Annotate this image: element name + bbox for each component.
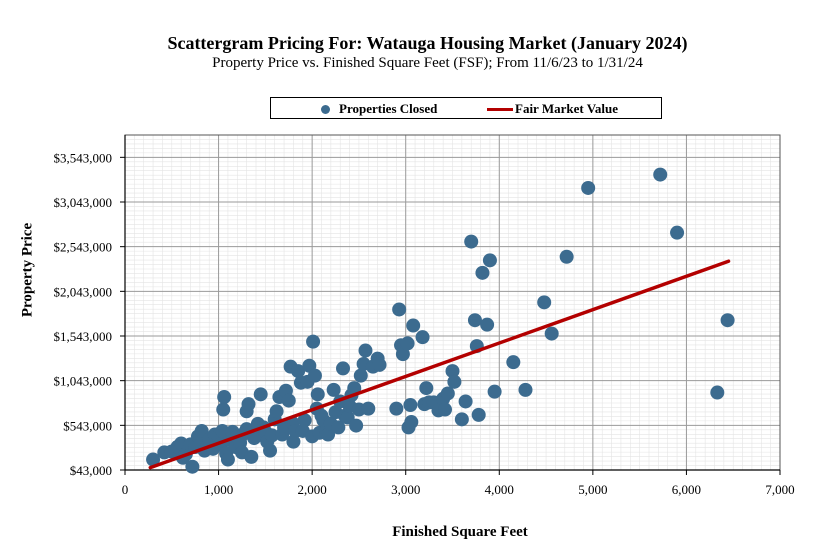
data-point — [559, 249, 574, 264]
y-tick-label: $3,543,000 — [54, 150, 113, 165]
y-axis-label: Property Price — [19, 222, 36, 318]
data-point — [310, 387, 325, 402]
legend-item-fair-market-value: Fair Market Value — [487, 101, 618, 117]
data-point — [395, 347, 410, 362]
y-tick-label: $2,043,000 — [54, 284, 113, 299]
data-point — [404, 415, 419, 430]
data-point — [389, 401, 404, 416]
data-point — [392, 302, 407, 317]
data-point — [415, 330, 430, 345]
data-point — [269, 404, 284, 419]
data-point — [710, 385, 725, 400]
x-tick-label: 5,000 — [578, 482, 607, 497]
legend-marker-dot-icon — [321, 104, 330, 114]
data-point — [216, 402, 231, 417]
data-point — [336, 361, 351, 376]
data-point — [146, 452, 161, 467]
plot-axes — [124, 134, 781, 471]
data-point — [438, 402, 453, 417]
data-point — [482, 253, 497, 268]
y-tick-label: $3,043,000 — [54, 195, 113, 210]
legend: Properties Closed Fair Market Value — [270, 97, 662, 119]
data-point — [286, 434, 301, 449]
x-tick-label: 4,000 — [485, 482, 514, 497]
data-point — [400, 336, 415, 351]
x-axis-label: Finished Square Feet — [392, 524, 528, 540]
data-point — [445, 364, 460, 379]
legend-label-fair-market-value: Fair Market Value — [515, 101, 619, 116]
data-point — [581, 180, 596, 195]
x-tick-label: 2,000 — [298, 482, 327, 497]
data-point — [220, 452, 235, 467]
legend-label-properties-closed: Properties Closed — [339, 101, 438, 116]
data-point — [306, 334, 321, 349]
y-tick-label: $2,543,000 — [54, 240, 113, 255]
data-point — [487, 384, 502, 399]
data-point — [544, 326, 559, 341]
data-point — [403, 398, 418, 413]
data-point — [307, 368, 322, 383]
data-point — [480, 317, 495, 332]
data-point — [353, 368, 368, 383]
data-point — [475, 265, 490, 280]
fair-market-value-line-segment — [148, 259, 731, 470]
data-point — [185, 459, 200, 474]
data-point — [653, 167, 668, 182]
data-point — [471, 407, 486, 422]
data-point — [281, 393, 296, 408]
data-point — [253, 387, 268, 402]
y-tick-label: $1,543,000 — [54, 329, 113, 344]
data-points — [146, 167, 735, 474]
data-point — [464, 234, 479, 249]
data-point — [361, 401, 376, 416]
data-point — [518, 382, 533, 397]
data-point — [458, 394, 473, 409]
data-point — [263, 443, 278, 458]
plot-grid — [124, 134, 781, 471]
data-point — [419, 381, 434, 396]
data-point — [244, 449, 259, 464]
data-point — [264, 428, 279, 443]
data-point — [241, 397, 256, 412]
data-point — [440, 386, 455, 401]
data-point — [217, 390, 232, 405]
y-tick-label: $543,000 — [63, 418, 112, 433]
data-point — [506, 355, 521, 370]
fair-market-value-line — [148, 259, 731, 470]
x-tick-label: 0 — [122, 482, 129, 497]
chart-title: Scattergram Pricing For: Watauga Housing… — [167, 33, 688, 53]
x-tick-label: 7,000 — [765, 482, 794, 497]
data-point — [321, 427, 336, 442]
data-point — [358, 343, 373, 358]
x-tick-label: 3,000 — [391, 482, 420, 497]
data-point — [349, 418, 364, 433]
y-tick-label: $1,043,000 — [54, 374, 113, 389]
data-point — [291, 364, 306, 379]
data-point — [454, 412, 469, 427]
chart-subtitle: Property Price vs. Finished Square Feet … — [212, 55, 643, 71]
legend-marker-line-icon — [487, 107, 513, 111]
y-tick-label: $43,000 — [70, 463, 112, 478]
data-point — [297, 413, 312, 428]
data-point — [467, 313, 482, 328]
data-point — [670, 225, 685, 240]
data-point — [720, 313, 735, 328]
tick-labels: 0 1,000 2,000 3,000 4,000 5,000 6,000 7,000 $43,… — [54, 150, 795, 497]
data-point — [326, 382, 341, 397]
data-point — [537, 295, 552, 310]
data-point — [347, 381, 362, 396]
data-point — [331, 420, 346, 435]
data-point — [447, 374, 462, 389]
x-tick-label: 1,000 — [204, 482, 233, 497]
legend-item-properties-closed: Properties Closed — [321, 101, 437, 117]
x-tick-label: 6,000 — [672, 482, 701, 497]
data-point — [372, 357, 387, 372]
data-point — [406, 318, 421, 333]
